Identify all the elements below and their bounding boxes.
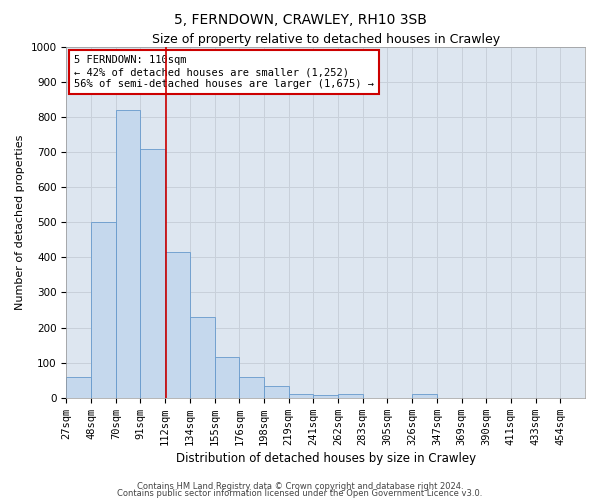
- Bar: [264, 386, 289, 398]
- Bar: [239, 377, 264, 398]
- Title: Size of property relative to detached houses in Crawley: Size of property relative to detached ho…: [152, 32, 500, 46]
- Text: Contains public sector information licensed under the Open Government Licence v3: Contains public sector information licen…: [118, 489, 482, 498]
- Bar: [338, 394, 363, 398]
- Bar: [289, 394, 313, 398]
- Text: 5, FERNDOWN, CRAWLEY, RH10 3SB: 5, FERNDOWN, CRAWLEY, RH10 3SB: [173, 12, 427, 26]
- Bar: [140, 148, 165, 398]
- Bar: [412, 394, 437, 398]
- Y-axis label: Number of detached properties: Number of detached properties: [15, 134, 25, 310]
- X-axis label: Distribution of detached houses by size in Crawley: Distribution of detached houses by size …: [176, 452, 476, 465]
- Bar: [165, 252, 190, 398]
- Bar: [67, 377, 91, 398]
- Text: Contains HM Land Registry data © Crown copyright and database right 2024.: Contains HM Land Registry data © Crown c…: [137, 482, 463, 491]
- Bar: [313, 395, 338, 398]
- Text: 5 FERNDOWN: 110sqm
← 42% of detached houses are smaller (1,252)
56% of semi-deta: 5 FERNDOWN: 110sqm ← 42% of detached hou…: [74, 56, 374, 88]
- Bar: [190, 317, 215, 398]
- Bar: [215, 358, 239, 398]
- Bar: [91, 222, 116, 398]
- Bar: [116, 110, 140, 398]
